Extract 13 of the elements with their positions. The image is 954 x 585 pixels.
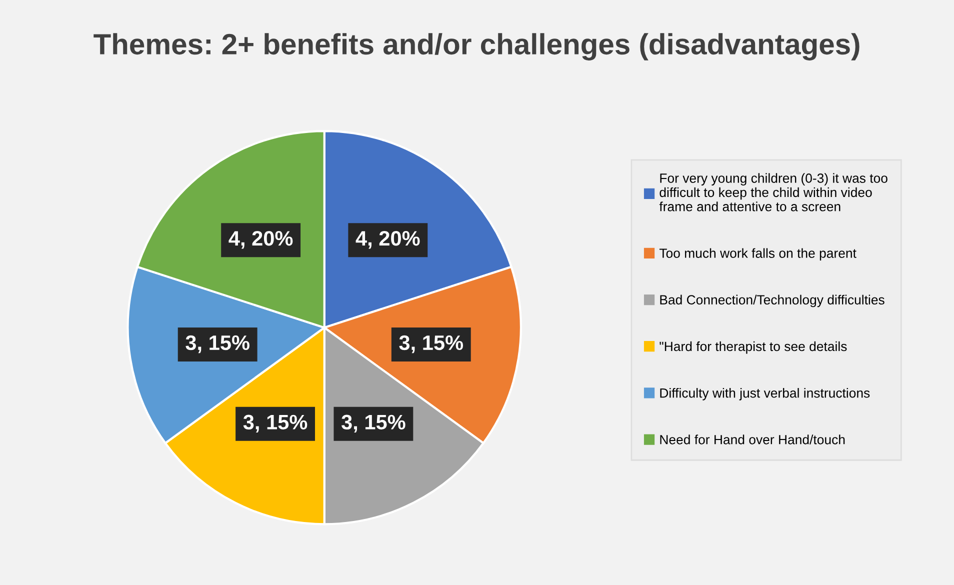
data-label: 3, 15% — [243, 414, 308, 433]
legend-label: "Hard for therapist to see details — [660, 341, 847, 354]
legend-label: For very young children (0-3) it was too difficult to keep the child within video frame and attentive to a screen — [659, 173, 888, 212]
legend-label: Difficulty with just verbal instructions — [660, 388, 870, 400]
data-label: 4, 20% — [228, 230, 293, 249]
legend-label: Bad Connection/Technology difficulties — [660, 294, 884, 308]
legend-label: Need for Hand over Hand/touch — [660, 434, 845, 444]
data-label: 3, 15% — [186, 335, 250, 354]
chart-title: Themes: 2+ benefits and/or challenges (disadvantages) — [94, 33, 860, 60]
legend-label: Too much work falls on the parent — [659, 248, 856, 261]
data-label: 3, 15% — [341, 414, 406, 433]
data-label: 3, 15% — [399, 335, 464, 354]
data-label: 4, 20% — [356, 230, 420, 249]
